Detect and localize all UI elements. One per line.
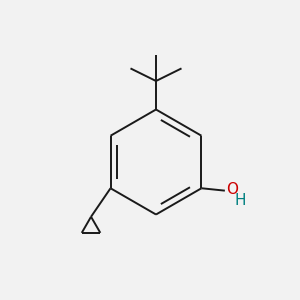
Text: O: O — [226, 182, 238, 197]
Text: H: H — [235, 193, 246, 208]
